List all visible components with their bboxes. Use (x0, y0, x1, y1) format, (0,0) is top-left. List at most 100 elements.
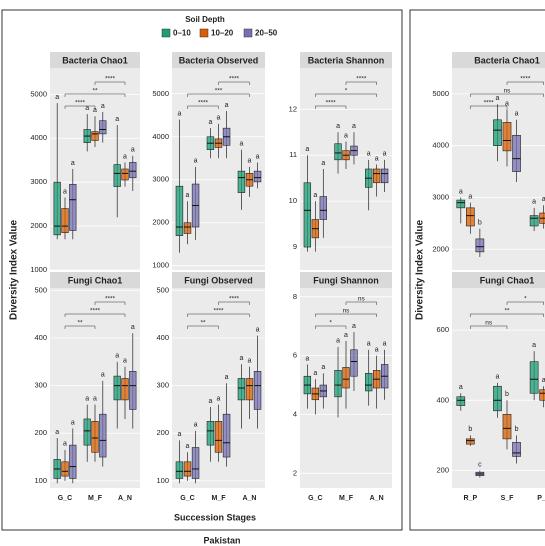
group-letter: a (305, 355, 309, 362)
group-letter: a (225, 102, 229, 109)
y-axis-label: Diversity Index Value (415, 220, 426, 320)
group-letter: a (115, 353, 119, 360)
box (539, 389, 545, 401)
strip (172, 272, 265, 288)
sig-bracket (64, 105, 96, 109)
sig-bracket (187, 325, 219, 329)
sig-bracket (94, 301, 126, 305)
panel-title: Bacteria Observed (179, 55, 259, 65)
sig-label: **** (198, 100, 209, 107)
box (183, 222, 192, 234)
group-letter: a (375, 155, 379, 162)
box (512, 135, 521, 172)
y-tick-label: 2 (293, 468, 297, 477)
panel-bg (172, 68, 265, 270)
y-tick-label: 400 (34, 333, 47, 342)
group-letter: a (459, 384, 463, 391)
group-letter: a (515, 111, 519, 118)
group-letter: a (239, 141, 243, 148)
group-letter: a (305, 146, 309, 153)
group-letter: a (383, 151, 387, 158)
sig-bracket (470, 313, 544, 317)
group-letter: a (344, 132, 348, 139)
sig-label: **** (484, 100, 495, 107)
group-letter: a (186, 192, 190, 199)
panel-title: Fungi Observed (184, 275, 253, 285)
group-letter: a (123, 357, 127, 364)
panel-title: Bacteria Shannon (308, 55, 385, 65)
x-tick-label: A_N (242, 495, 256, 502)
group-letter: a (63, 441, 67, 448)
sig-bracket (315, 325, 347, 329)
sig-label: **** (520, 76, 531, 83)
sig-bracket (470, 325, 508, 329)
group-letter: a (55, 429, 59, 436)
group-letter: a (256, 153, 260, 160)
panel-title: Fungi Shannon (313, 275, 379, 285)
sig-label: ** (504, 308, 510, 315)
box (465, 207, 475, 227)
group-letter: a (217, 396, 221, 403)
sig-bracket (187, 313, 250, 317)
x-tick-label: P_F (537, 495, 545, 502)
group-letter: a (313, 192, 317, 199)
box (214, 421, 223, 453)
sig-label: * (524, 296, 527, 303)
box (365, 372, 373, 392)
y-tick-label: 300 (156, 381, 169, 390)
group-letter: b (515, 426, 519, 433)
sig-label: **** (229, 296, 240, 303)
y-tick-label: 4000 (432, 141, 449, 150)
right-frame (409, 9, 545, 531)
box (53, 181, 61, 236)
box (237, 378, 246, 401)
y-tick-label: 400 (436, 395, 449, 404)
strip (300, 52, 392, 68)
box (493, 385, 502, 412)
sig-bracket (315, 313, 377, 317)
x-tick-label: G_C (308, 495, 322, 502)
group-letter: a (71, 160, 75, 167)
sig-label: ns (485, 320, 493, 327)
y-tick-label: 2000 (30, 221, 47, 230)
group-letter: a (344, 332, 348, 339)
sig-bracket (218, 301, 250, 305)
group-letter: a (352, 323, 356, 330)
sig-bracket (94, 81, 126, 85)
group-letter: a (321, 160, 325, 167)
sig-bracket (506, 81, 544, 85)
strip (300, 272, 392, 288)
y-tick-label: 100 (34, 476, 47, 485)
group-letter: a (186, 443, 190, 450)
y-tick-label: 4 (293, 409, 297, 418)
sig-bracket (315, 93, 377, 97)
box (475, 238, 485, 253)
sig-bracket (315, 105, 347, 109)
box (175, 185, 184, 236)
group-letter: b (505, 391, 509, 398)
box (121, 168, 129, 181)
sig-bracket (187, 93, 250, 97)
box (456, 396, 466, 406)
group-letter: a (101, 372, 105, 379)
group-letter: a (496, 374, 500, 381)
x-tick-label: G_C (58, 495, 72, 502)
sig-label: * (329, 320, 332, 327)
box (303, 182, 312, 248)
y-tick-label: 8 (293, 292, 297, 301)
group-letter: a (131, 147, 135, 154)
sig-label: **** (105, 296, 116, 303)
box (529, 361, 539, 394)
group-letter: c (478, 461, 482, 468)
box (91, 131, 99, 141)
group-letter: a (468, 194, 472, 201)
group-letter: a (313, 370, 317, 377)
group-letter: a (217, 115, 221, 122)
box (113, 375, 121, 401)
group-letter: a (63, 188, 67, 195)
y-tick-label: 5000 (152, 89, 169, 98)
legend-title: Soil Depth (185, 15, 225, 24)
y-tick-label: 200 (34, 428, 47, 437)
group-letter: a (352, 123, 356, 130)
sig-label: * (345, 88, 348, 95)
